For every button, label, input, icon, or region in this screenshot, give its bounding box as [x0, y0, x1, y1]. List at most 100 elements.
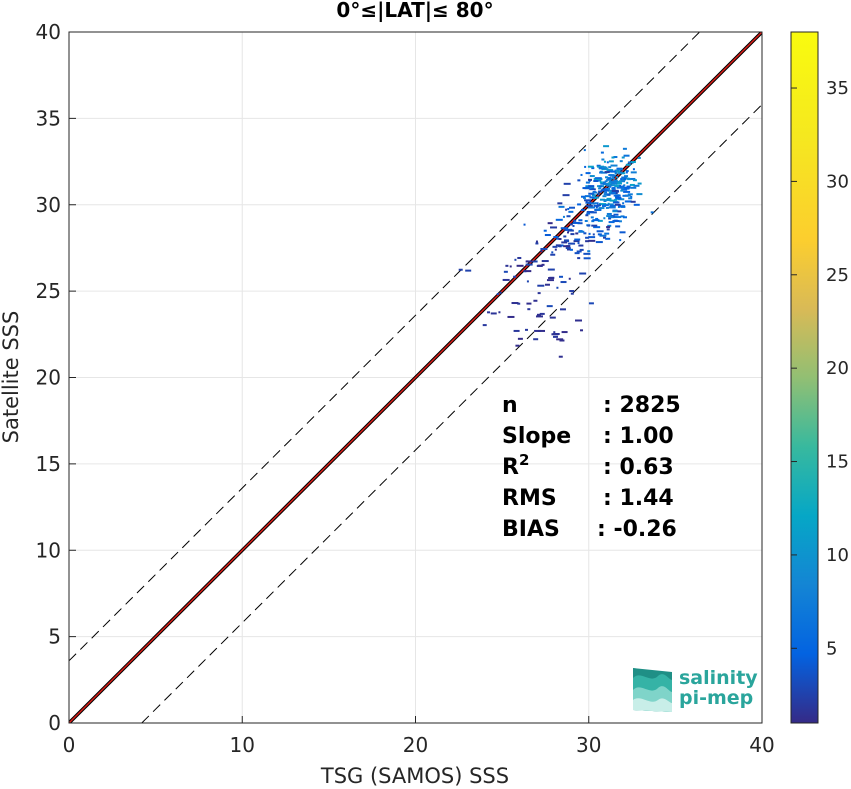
- density-point: [603, 193, 608, 196]
- density-point: [614, 170, 621, 173]
- y-tick-label: 35: [36, 106, 61, 130]
- density-point: [585, 236, 590, 239]
- density-point: [587, 165, 594, 168]
- density-point: [625, 200, 632, 203]
- density-point: [588, 206, 596, 209]
- stat-label-superscript: 2: [519, 451, 529, 469]
- density-point: [514, 258, 517, 261]
- density-point: [599, 181, 603, 184]
- density-point: [630, 200, 636, 203]
- y-tick-label: 20: [36, 366, 61, 390]
- density-point: [574, 252, 580, 255]
- density-point: [605, 237, 611, 240]
- density-point: [580, 195, 585, 198]
- density-point: [568, 210, 574, 213]
- density-point: [577, 242, 580, 245]
- colorbar-tick-label: 30: [826, 171, 849, 192]
- density-point: [546, 279, 554, 282]
- density-point: [611, 188, 616, 191]
- density-point: [597, 193, 600, 196]
- density-point: [563, 182, 571, 185]
- density-point: [556, 338, 564, 341]
- density-point: [556, 286, 559, 289]
- density-point: [587, 178, 592, 181]
- density-point: [583, 232, 587, 235]
- density-point: [596, 202, 599, 205]
- density-point: [541, 260, 549, 263]
- density-point: [517, 302, 521, 305]
- density-point: [606, 161, 609, 164]
- density-point: [541, 263, 545, 266]
- density-point: [612, 209, 618, 212]
- density-point: [597, 233, 602, 236]
- density-point: [619, 180, 626, 183]
- density-point: [599, 198, 605, 201]
- density-point: [572, 224, 575, 227]
- density-point: [604, 180, 608, 183]
- density-point: [585, 240, 590, 243]
- density-point: [557, 202, 563, 205]
- density-point: [588, 192, 595, 195]
- density-point: [612, 176, 615, 179]
- density-point: [618, 220, 622, 223]
- density-point: [563, 245, 571, 248]
- density-point: [569, 223, 573, 226]
- density-point: [526, 280, 529, 283]
- density-point: [608, 221, 615, 224]
- density-point: [591, 220, 595, 223]
- density-point: [599, 178, 603, 181]
- density-point: [598, 207, 605, 210]
- density-point: [577, 257, 581, 260]
- density-point: [591, 202, 595, 205]
- density-point: [584, 199, 592, 202]
- density-point: [611, 182, 616, 185]
- density-point: [597, 165, 605, 168]
- density-point: [608, 182, 613, 185]
- colorbar-tick-label: 5: [826, 638, 837, 659]
- density-point: [513, 329, 520, 332]
- density-point: [525, 270, 532, 273]
- density-point: [599, 185, 603, 188]
- density-point: [588, 236, 596, 239]
- density-point: [618, 171, 623, 174]
- density-point: [599, 234, 607, 237]
- density-point: [551, 251, 554, 254]
- density-point: [602, 204, 609, 207]
- density-point: [558, 205, 565, 208]
- density-point: [554, 248, 557, 251]
- density-point: [606, 228, 610, 231]
- density-point: [601, 158, 605, 161]
- density-point: [619, 239, 622, 242]
- density-point: [580, 329, 584, 332]
- density-point: [539, 312, 545, 315]
- density-point: [609, 174, 616, 177]
- density-point: [543, 229, 547, 232]
- density-point: [603, 145, 610, 148]
- density-point: [614, 203, 621, 206]
- density-point: [604, 232, 610, 235]
- density-point: [568, 206, 575, 209]
- density-point: [577, 203, 582, 206]
- density-point: [540, 247, 548, 250]
- density-point: [593, 188, 596, 191]
- density-point: [585, 181, 590, 184]
- density-point: [591, 186, 595, 189]
- colorbar-tick-label: 10: [826, 545, 849, 566]
- density-point: [629, 183, 635, 186]
- density-point: [588, 239, 596, 242]
- density-point: [609, 185, 612, 188]
- density-point: [567, 207, 570, 210]
- density-point: [583, 257, 591, 260]
- density-point: [583, 252, 591, 255]
- density-point: [621, 156, 625, 159]
- density-point: [583, 197, 587, 200]
- density-point: [613, 156, 618, 159]
- density-point: [579, 248, 584, 251]
- density-point: [588, 185, 595, 188]
- density-point: [586, 212, 591, 215]
- density-point: [595, 208, 602, 211]
- density-point: [487, 311, 491, 314]
- x-tick-label: 20: [403, 733, 428, 757]
- density-point: [585, 214, 589, 217]
- density-point: [517, 256, 522, 259]
